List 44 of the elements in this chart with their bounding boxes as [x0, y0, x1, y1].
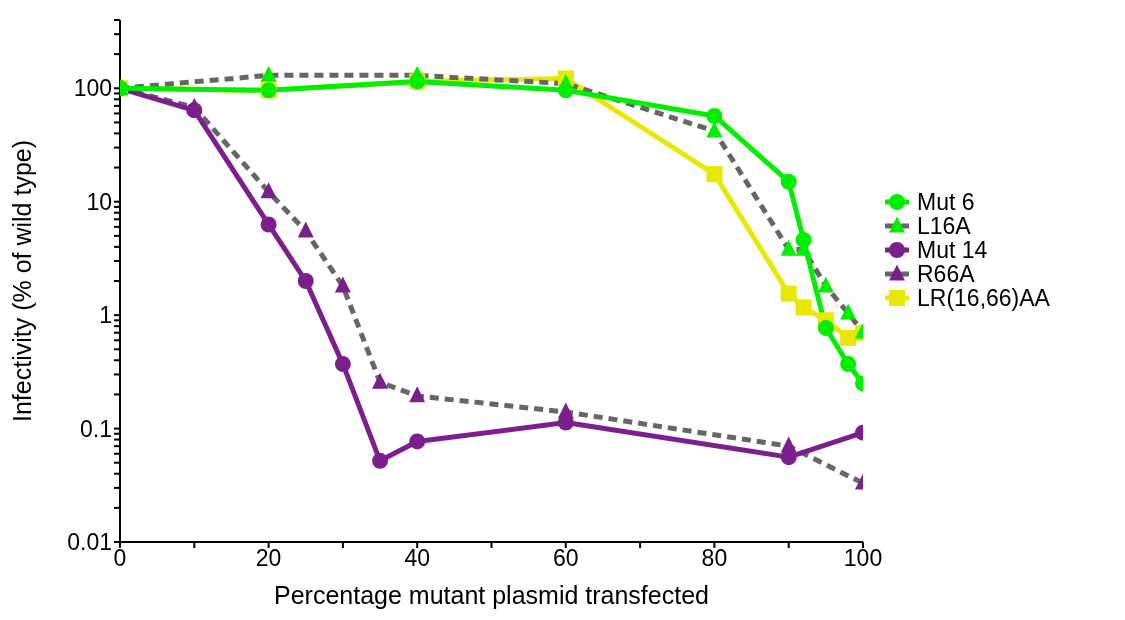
x-tick-label: 100 [843, 545, 883, 572]
point [334, 356, 351, 373]
point [706, 166, 723, 183]
point [840, 356, 857, 373]
legend-label: L16A [917, 213, 971, 239]
y-axis-title: Infectivity (% of wild type) [7, 139, 36, 423]
point [817, 320, 834, 337]
y-tick-label: 1 [99, 302, 112, 329]
point [706, 121, 723, 138]
point [817, 276, 834, 293]
x-tick-label: 20 [255, 545, 282, 572]
legend-label: Mut 14 [917, 237, 988, 263]
point [260, 216, 277, 233]
legend-label: Mut 6 [917, 189, 975, 215]
point [795, 231, 812, 248]
y-tick-label: 0.1 [80, 415, 112, 442]
legend-label: LR(16,66)AA [917, 285, 1050, 311]
point [334, 276, 351, 293]
y-tick-label: 10 [86, 188, 112, 215]
point [409, 433, 426, 450]
x-tick-label: 80 [701, 545, 728, 572]
x-tick-label: 0 [113, 545, 127, 572]
y-tick-label: 100 [73, 75, 112, 102]
point [840, 303, 857, 320]
point [297, 273, 314, 289]
x-tick-label: 40 [404, 545, 430, 572]
point [780, 173, 797, 190]
point [780, 285, 797, 302]
point [706, 107, 723, 124]
point [557, 82, 574, 99]
y-tick-label: 0.01 [67, 529, 112, 556]
point [372, 452, 389, 469]
point [260, 182, 277, 199]
point [260, 65, 277, 82]
point [840, 329, 857, 346]
point [297, 221, 314, 238]
point [372, 372, 389, 389]
point [186, 102, 203, 119]
point [409, 386, 426, 403]
x-tick-label: 60 [553, 545, 579, 572]
legend-label: R66A [917, 261, 975, 287]
x-axis-title: Percentage mutant plasmid transfected [274, 581, 709, 609]
point [780, 239, 797, 256]
point [795, 299, 812, 316]
